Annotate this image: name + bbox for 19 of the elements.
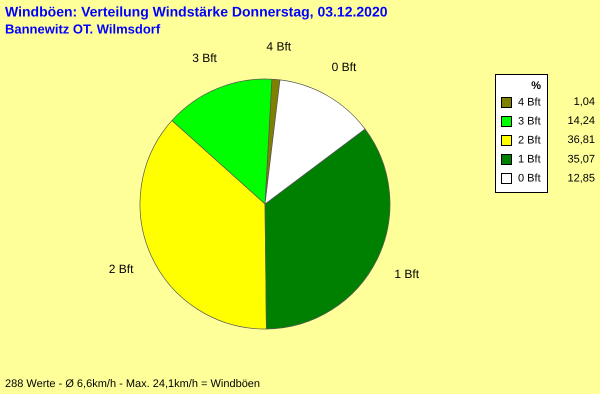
- slice-label: 3 Bft: [192, 51, 218, 66]
- slice-label: 2 Bft: [108, 262, 134, 276]
- data-label: 12,85: [567, 172, 595, 184]
- data-label: 36,81: [567, 134, 595, 146]
- legend-title: %: [531, 80, 542, 92]
- data-label: 35,07: [567, 153, 595, 166]
- legend-label: 3 Bft: [518, 116, 541, 128]
- slice-label: 0 Bft: [332, 60, 358, 74]
- text: 288 Werte - Ø 6,6km/h - Max. 24,1km/h = Windböen: [5, 378, 260, 390]
- legend-label: 4 Bft: [518, 96, 541, 108]
- chart-subtitle: Bannewitz OT. Wilmsdorf: [5, 22, 161, 37]
- chart-title: Windböen: Verteilung Windstärke Donnerstag, 03.12.2020: [5, 4, 388, 20]
- data-label: 1,04: [574, 96, 595, 108]
- legend-label: 1 Bft: [518, 154, 541, 166]
- legend-label: 2 Bft: [518, 134, 541, 146]
- legend-label: 0 Bft: [518, 172, 541, 184]
- slice-label: 1 Bft: [394, 266, 420, 281]
- data-label: 14,24: [567, 115, 595, 128]
- slice-label: 4 Bft: [266, 40, 292, 54]
